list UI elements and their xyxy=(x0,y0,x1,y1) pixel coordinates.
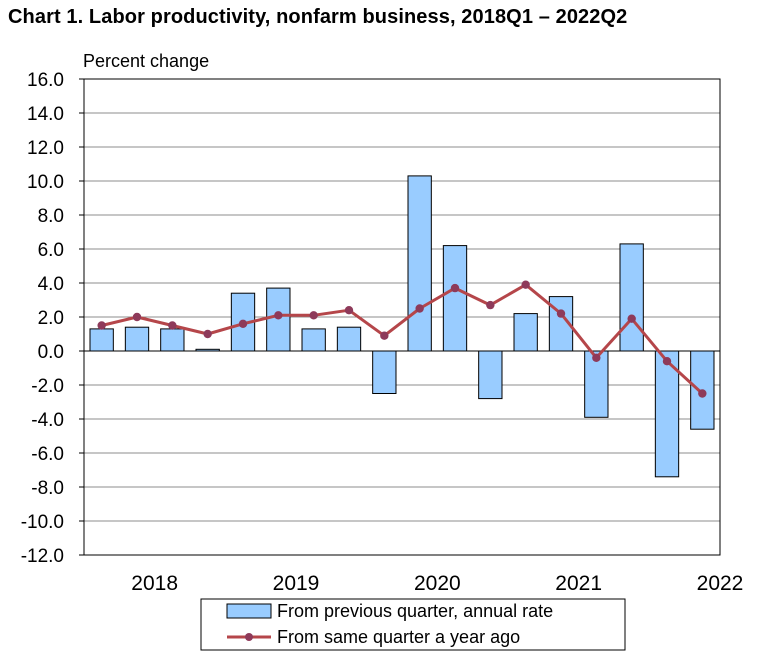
line-point-2021Q4 xyxy=(627,314,636,323)
y-tick-label: 4.0 xyxy=(38,274,64,295)
legend: From previous quarter, annual rate From … xyxy=(200,598,626,651)
legend-line-label: From same quarter a year ago xyxy=(277,627,520,647)
bar-2018Q3 xyxy=(160,328,185,352)
line-series xyxy=(97,280,707,398)
legend-line-marker xyxy=(245,633,253,641)
line-point-2020Q2 xyxy=(415,304,424,313)
y-tick-label: -12.0 xyxy=(21,546,64,567)
y-tick-label: 0.0 xyxy=(38,342,64,363)
bar-2021Q4 xyxy=(619,243,644,352)
chart-title: Chart 1. Labor productivity, nonfarm bus… xyxy=(8,6,628,28)
bar-2020Q4 xyxy=(478,350,503,400)
line-point-2022Q2 xyxy=(698,389,707,398)
year-label: 2018 xyxy=(131,572,178,595)
line-point-2020Q4 xyxy=(486,300,495,310)
line-point-2022Q1 xyxy=(662,357,672,366)
y-tick-label: -10.0 xyxy=(21,512,64,533)
line-point-2019Q2 xyxy=(274,311,283,320)
year-label: 2020 xyxy=(414,572,461,595)
legend-bar-label: From previous quarter, annual rate xyxy=(277,601,553,621)
legend-bar-swatch xyxy=(226,603,272,619)
line-point-2020Q3 xyxy=(450,283,460,293)
line-point-2018Q3 xyxy=(168,321,177,330)
y-tick-label: -2.0 xyxy=(31,376,64,397)
line-point-2018Q1 xyxy=(97,321,106,330)
y-axis-ticks: 16.0 14.0 12.0 10.0 8.0 6.0 4.0 2.0 0.0 -2.0 -4.0 -… xyxy=(21,70,84,567)
y-tick-label: -4.0 xyxy=(31,410,64,431)
bar-2018Q1 xyxy=(89,328,114,352)
y-tick-label: 8.0 xyxy=(38,206,64,227)
year-label: 2022 xyxy=(697,572,744,595)
bar-series xyxy=(89,175,715,478)
bar-2019Q2 xyxy=(266,287,291,352)
y-axis-label: Percent change xyxy=(83,51,209,71)
line-point-2018Q4 xyxy=(203,329,212,339)
bar-2020Q1 xyxy=(372,350,397,394)
line-path xyxy=(101,283,704,395)
bar-2020Q2 xyxy=(407,175,432,352)
bar-2019Q3 xyxy=(301,328,326,352)
y-tick-label: 2.0 xyxy=(38,308,64,329)
line-point-2020Q1 xyxy=(380,331,389,340)
bar-2021Q1 xyxy=(513,313,538,352)
y-tick-label: 12.0 xyxy=(27,138,64,159)
line-point-2019Q4 xyxy=(344,306,354,315)
y-tick-label: 10.0 xyxy=(27,172,64,193)
line-point-2019Q1 xyxy=(238,319,248,328)
x-axis-year-labels: 2018 2019 2020 2021 2022 xyxy=(131,572,743,595)
bar-2018Q2 xyxy=(124,326,150,352)
bar-2019Q4 xyxy=(336,326,362,352)
line-point-2021Q3 xyxy=(592,353,601,362)
legend-box xyxy=(200,598,626,651)
y-tick-label: 16.0 xyxy=(27,70,64,91)
y-tick-label: -6.0 xyxy=(31,444,64,465)
line-point-2018Q2 xyxy=(132,312,142,322)
y-tick-label: 14.0 xyxy=(27,104,64,125)
year-label: 2021 xyxy=(555,572,602,595)
line-point-2021Q1 xyxy=(521,280,530,289)
year-label: 2019 xyxy=(273,572,320,595)
bar-2020Q3 xyxy=(442,245,468,352)
line-point-2019Q3 xyxy=(309,311,318,320)
y-tick-label: -8.0 xyxy=(31,478,64,499)
line-point-2021Q2 xyxy=(556,309,566,318)
y-tick-label: 6.0 xyxy=(38,240,64,261)
